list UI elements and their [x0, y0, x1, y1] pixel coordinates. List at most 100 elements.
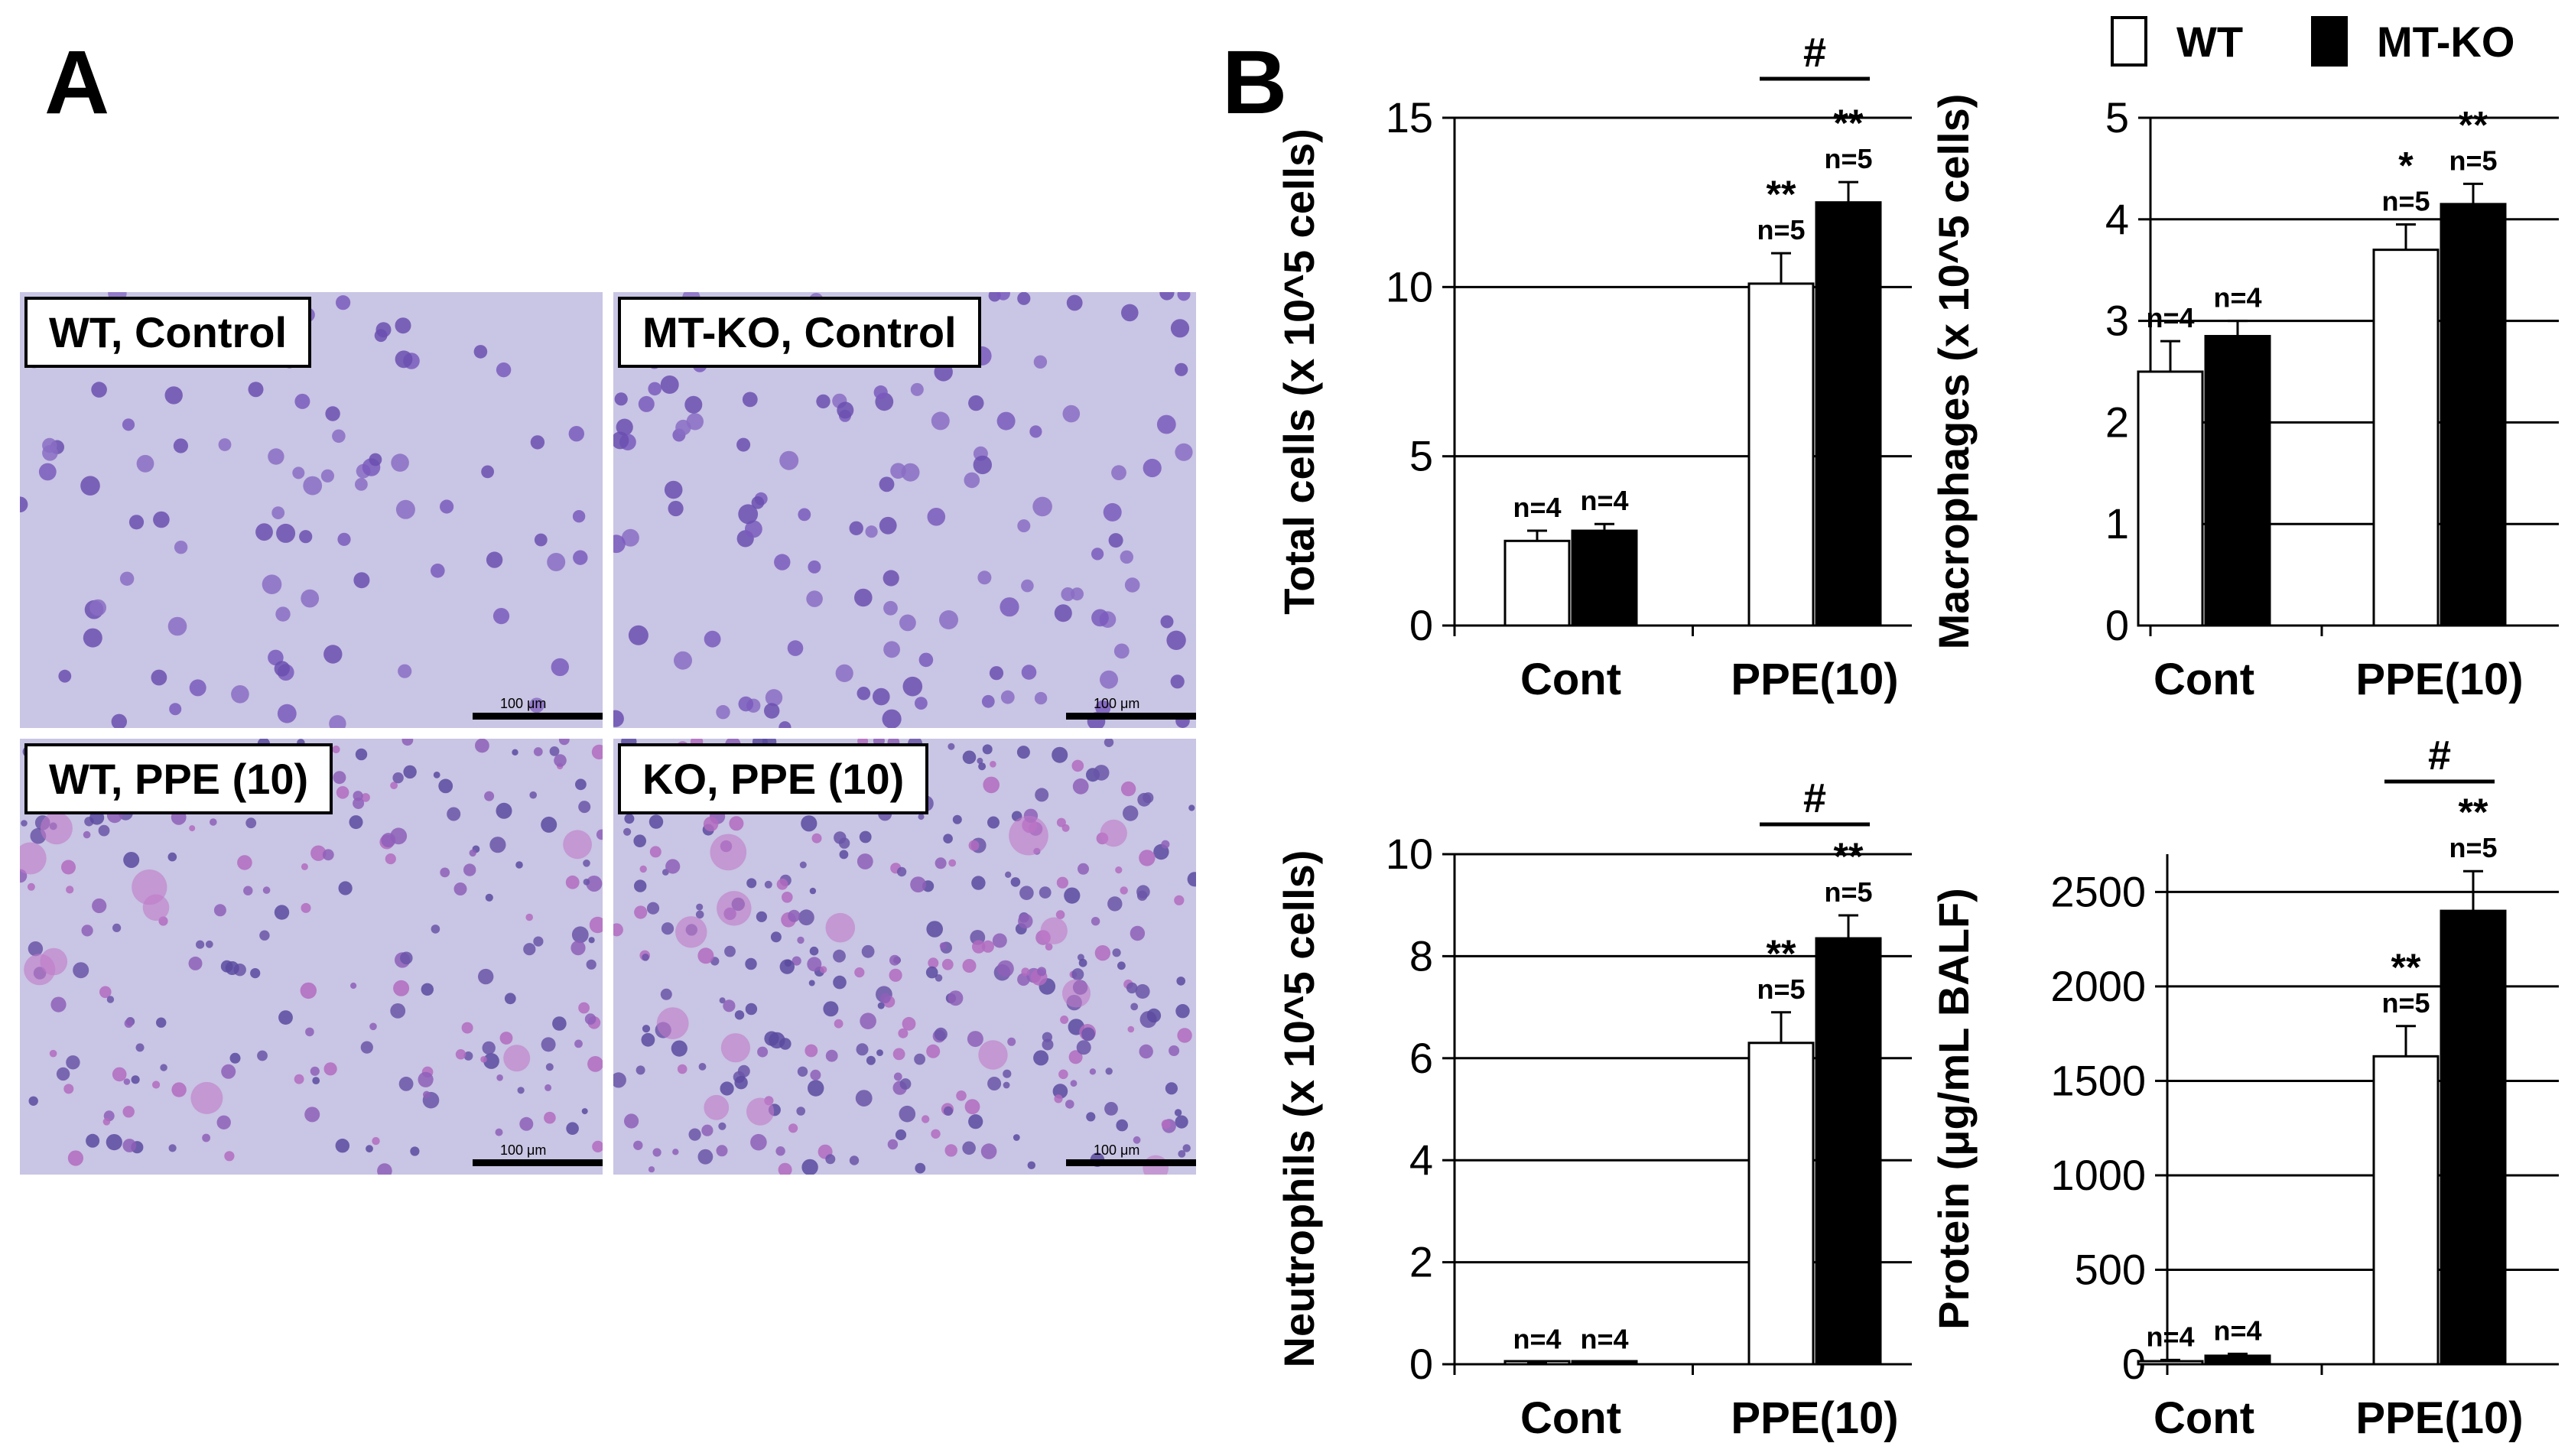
cell-blob	[534, 533, 548, 547]
cell-blob	[648, 1166, 655, 1173]
cell-blob	[797, 1066, 808, 1077]
cell-blob	[764, 1031, 779, 1046]
cell-blob	[102, 1118, 111, 1126]
cell-blob	[480, 1056, 487, 1063]
cell-blob	[1054, 1094, 1063, 1103]
cell-blob	[403, 765, 417, 779]
cell-blob	[779, 450, 799, 470]
macrophage-blob	[1100, 819, 1127, 847]
cell-blob	[496, 1074, 503, 1081]
cell-blob	[1056, 876, 1068, 889]
cell-blob	[300, 982, 317, 999]
cell-blob	[80, 476, 100, 496]
cell-blob	[592, 1140, 603, 1152]
cell-blob	[496, 802, 512, 819]
macrophage-blob	[503, 1045, 531, 1072]
y-tick-label: 4	[1409, 1136, 1433, 1184]
cell-blob	[639, 865, 647, 873]
cell-blob	[720, 1081, 734, 1096]
cell-blob	[519, 1116, 534, 1131]
cell-blob	[964, 1099, 980, 1115]
cell-blob	[1027, 1161, 1035, 1169]
cell-blob	[796, 1107, 805, 1116]
cell-blob	[931, 1129, 941, 1139]
cell-blob	[453, 882, 467, 895]
cell-blob	[1055, 910, 1065, 919]
cell-blob	[320, 469, 334, 483]
cell-blob	[164, 386, 183, 405]
cell-blob	[896, 866, 907, 877]
scale-bar-label: 100 μm	[1094, 696, 1140, 711]
cell-blob	[833, 975, 847, 990]
cell-blob	[634, 905, 648, 919]
cell-blob	[188, 956, 203, 970]
cell-blob	[1021, 665, 1037, 680]
significance-stars: **	[2391, 946, 2421, 989]
cell-blob	[883, 641, 900, 658]
cell-blob	[664, 480, 683, 499]
cell-blob	[463, 1051, 473, 1061]
cell-blob	[268, 448, 284, 465]
cell-blob	[701, 1124, 714, 1136]
x-category-label: PPE(10)	[1731, 655, 1898, 704]
cell-blob	[596, 829, 603, 840]
bar-wt	[1747, 282, 1815, 627]
cell-blob	[895, 1129, 907, 1141]
cell-blob	[66, 1055, 80, 1070]
cell-blob	[628, 625, 649, 645]
cell-blob	[398, 664, 412, 678]
cell-blob	[336, 295, 351, 310]
y-tick-label: 6	[1409, 1034, 1433, 1082]
cell-blob	[928, 957, 939, 969]
cell-blob	[276, 523, 296, 543]
scale-bar	[473, 713, 603, 720]
cell-blob	[1071, 968, 1084, 981]
cell-blob	[294, 1074, 304, 1084]
cell-blob	[523, 943, 536, 956]
scale-bar	[1066, 713, 1196, 720]
cell-blob	[860, 1012, 876, 1029]
cell-blob	[1017, 519, 1031, 533]
cell-blob	[948, 743, 955, 750]
significance-stars: **	[1767, 932, 1796, 975]
cell-blob	[734, 1076, 748, 1090]
cell-blob	[1174, 1109, 1182, 1116]
cell-blob	[372, 1136, 380, 1146]
cell-blob	[482, 1041, 496, 1055]
cell-blob	[665, 859, 681, 874]
cell-blob	[591, 744, 603, 760]
cell-blob	[757, 1046, 769, 1058]
cell-blob	[971, 876, 986, 890]
cell-blob	[646, 902, 660, 915]
cell-blob	[589, 916, 603, 934]
cell-blob	[1076, 1040, 1091, 1055]
cell-blob	[353, 572, 370, 589]
cell-blob	[808, 560, 821, 574]
cell-blob	[1093, 765, 1110, 781]
cell-blob	[1137, 792, 1152, 807]
cell-blob	[856, 1043, 869, 1056]
cell-blob	[355, 478, 368, 491]
cell-blob	[1032, 496, 1052, 517]
cell-blob	[229, 1052, 241, 1064]
n-label: n=4	[2213, 1315, 2261, 1346]
cell-blob	[554, 754, 567, 767]
cell-blob	[549, 746, 560, 756]
cell-blob	[38, 463, 57, 481]
cell-blob	[122, 1139, 137, 1152]
cell-blob	[808, 980, 815, 986]
n-label: n=5	[1824, 143, 1872, 174]
x-category-label: Cont	[1520, 1393, 1621, 1443]
x-category-label: Cont	[1520, 655, 1621, 704]
macrophage-blob	[190, 1081, 223, 1114]
cell-blob	[332, 745, 340, 754]
legend-item-mt-ko: MT-KO	[2311, 11, 2514, 72]
cell-blob	[440, 499, 454, 514]
cell-blob	[160, 1064, 167, 1071]
cell-blob	[112, 1067, 127, 1082]
cell-blob	[989, 666, 1004, 681]
cell-blob	[1000, 597, 1019, 617]
cell-blob	[835, 664, 853, 682]
cell-blob	[1175, 1115, 1188, 1129]
